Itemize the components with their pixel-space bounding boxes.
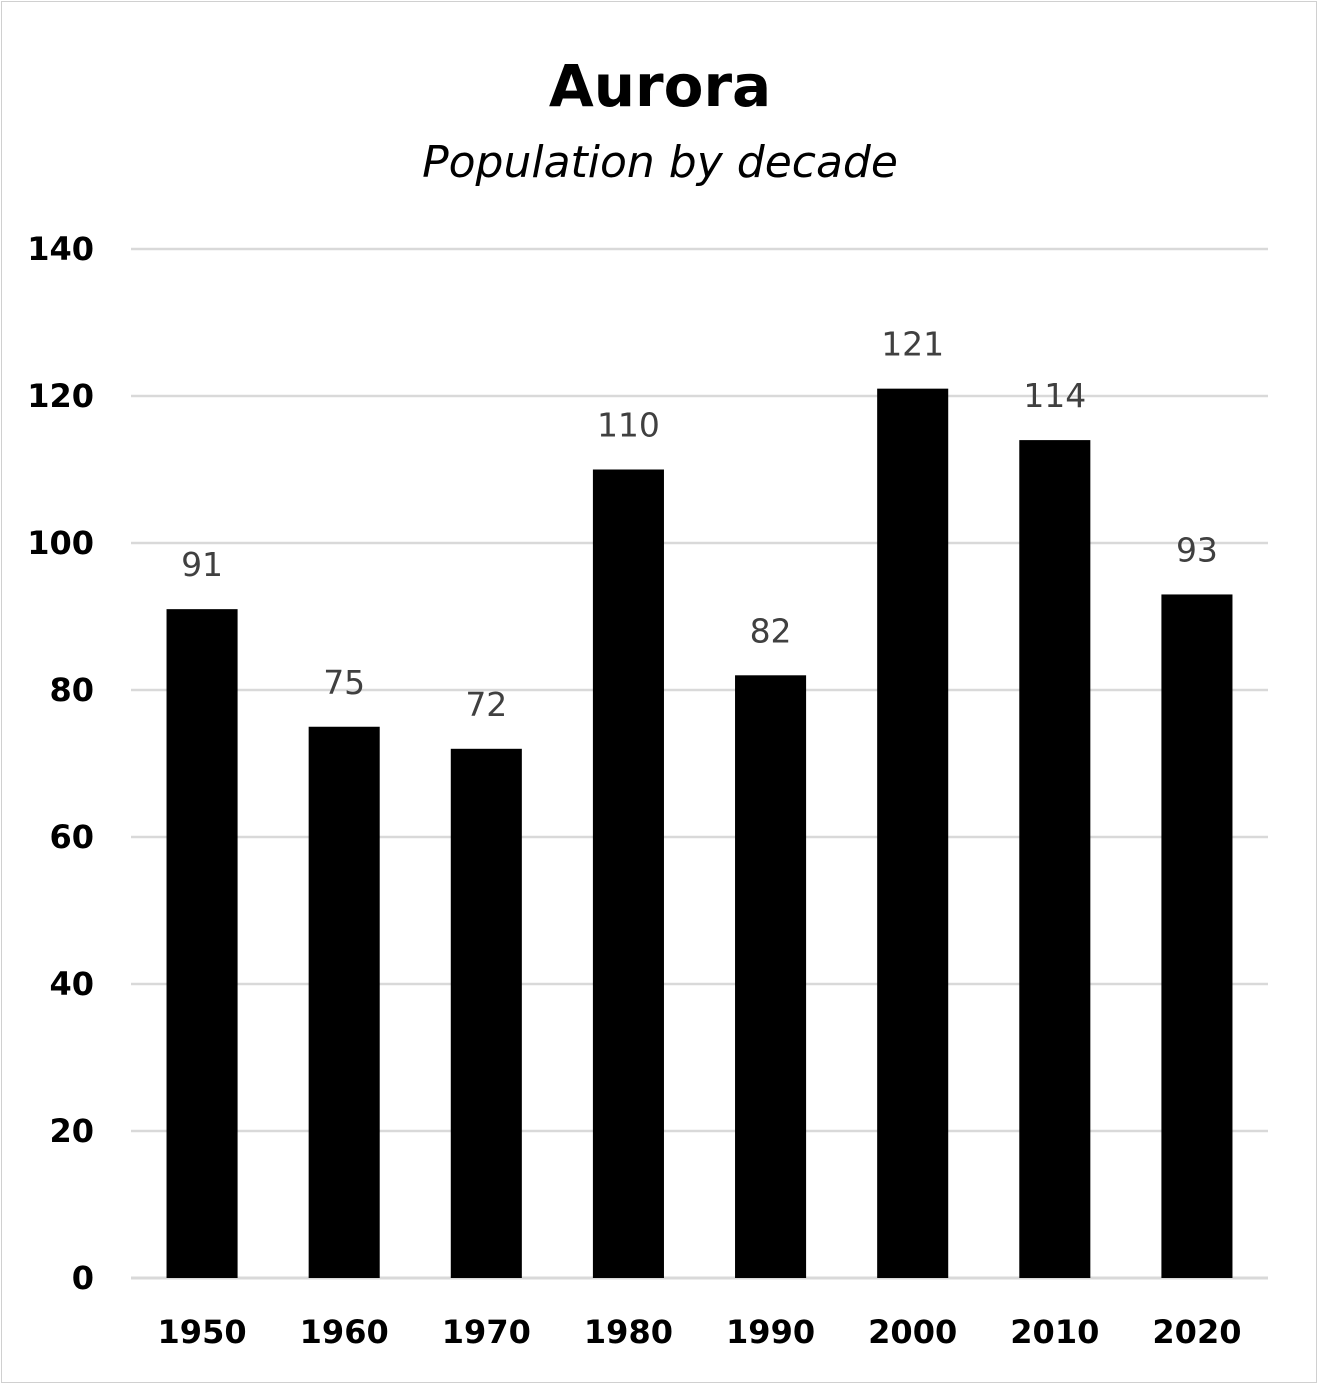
y-axis-ticks: 0 20 40 60 80 100 120 140 (27, 230, 94, 1297)
data-labels: 91 75 72 110 82 121 114 93 (181, 325, 1218, 724)
data-label: 82 (750, 611, 792, 650)
x-tick-label: 1950 (158, 1313, 247, 1351)
y-tick-label: 80 (49, 671, 94, 709)
x-tick-label: 2000 (868, 1313, 957, 1351)
x-tick-label: 2010 (1010, 1313, 1099, 1351)
x-tick-label: 1980 (584, 1313, 673, 1351)
bar (1161, 594, 1233, 1278)
y-tick-label: 60 (49, 818, 94, 856)
bar (450, 748, 522, 1278)
chart-subtitle: Population by decade (422, 137, 898, 188)
bar (592, 469, 664, 1278)
chart-title: Aurora (549, 52, 771, 120)
y-tick-label: 40 (49, 965, 94, 1003)
data-label: 75 (323, 663, 365, 702)
data-label: 114 (1023, 376, 1086, 415)
data-label: 93 (1176, 530, 1218, 569)
bar (166, 609, 238, 1278)
data-label: 121 (881, 325, 944, 364)
x-tick-label: 2020 (1152, 1313, 1241, 1351)
x-tick-label: 1970 (442, 1313, 531, 1351)
y-tick-label: 20 (49, 1112, 94, 1150)
x-tick-label: 1990 (726, 1313, 815, 1351)
x-tick-label: 1960 (300, 1313, 389, 1351)
bar (877, 388, 949, 1278)
bar (1019, 440, 1091, 1279)
bar (735, 675, 807, 1278)
bars (166, 388, 1233, 1279)
x-axis-ticks: 1950 1960 1970 1980 1990 2000 2010 2020 (158, 1313, 1242, 1351)
gridlines (131, 247, 1268, 1280)
data-label: 72 (465, 685, 507, 724)
y-tick-label: 100 (27, 524, 94, 562)
bar (308, 726, 380, 1278)
y-tick-label: 0 (72, 1259, 94, 1297)
y-tick-label: 120 (27, 377, 94, 415)
data-label: 91 (181, 545, 223, 584)
y-tick-label: 140 (27, 230, 94, 268)
data-label: 110 (597, 406, 660, 445)
